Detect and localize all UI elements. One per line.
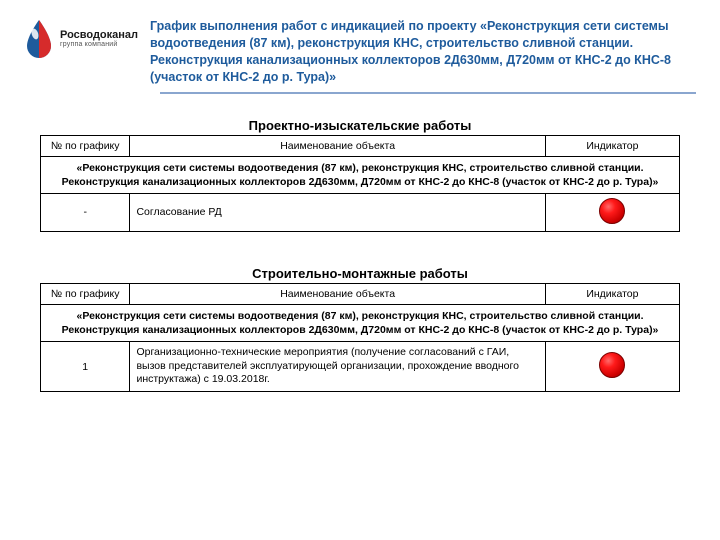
section1-table: № по графику Наименование объекта Индика… [40, 135, 680, 232]
section2-table: № по графику Наименование объекта Индика… [40, 283, 680, 392]
indicator-red-icon [599, 198, 625, 224]
section1-title: Проектно-изыскательские работы [40, 118, 680, 133]
col-header-name: Наименование объекта [130, 283, 545, 304]
col-header-num: № по графику [41, 135, 130, 156]
logo-sub: группа компаний [60, 41, 138, 48]
row-num: 1 [41, 342, 130, 392]
section1-project-desc: «Реконструкция сети системы водоотведени… [41, 156, 680, 193]
section2-title: Строительно-монтажные работы [40, 266, 680, 281]
row-num: - [41, 193, 130, 231]
indicator-red-icon [599, 352, 625, 378]
col-header-ind: Индикатор [545, 283, 679, 304]
row-name: Согласование РД [130, 193, 545, 231]
table-row: - Согласование РД [41, 193, 680, 231]
section2-project-desc: «Реконструкция сети системы водоотведени… [41, 304, 680, 341]
table-row: 1 Организационно-технические мероприятия… [41, 342, 680, 392]
page-title: График выполнения работ с индикацией по … [150, 18, 696, 86]
row-name: Организационно-технические мероприятия (… [130, 342, 545, 392]
col-header-ind: Индикатор [545, 135, 679, 156]
col-header-name: Наименование объекта [130, 135, 545, 156]
row-indicator-cell [545, 193, 679, 231]
logo-brand: Росводоканал [60, 30, 138, 42]
logo: Росводоканал группа компаний [24, 18, 138, 60]
col-header-num: № по графику [41, 283, 130, 304]
row-indicator-cell [545, 342, 679, 392]
droplet-icon [24, 18, 54, 60]
